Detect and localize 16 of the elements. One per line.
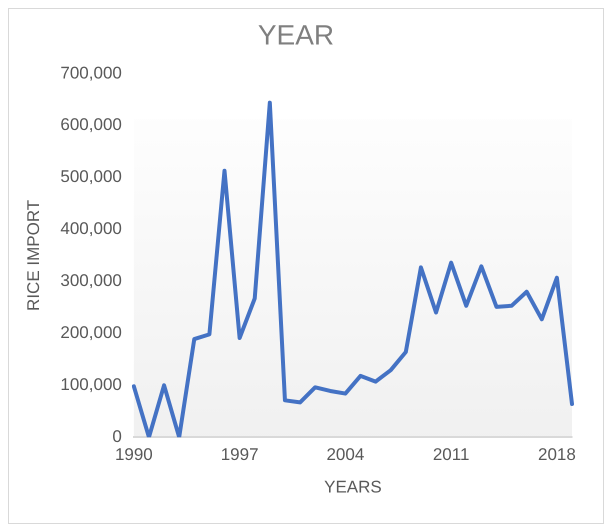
x-tick-label: 1990	[114, 445, 153, 464]
y-tick-label: 400,000	[60, 219, 122, 238]
y-tick-label: 200,000	[60, 323, 122, 342]
y-tick-label: 300,000	[60, 271, 122, 290]
x-tick-label: 2004	[326, 445, 364, 464]
x-tick-label: 2011	[432, 445, 470, 464]
chart-title: YEAR	[258, 20, 334, 51]
x-tick-label: 1997	[220, 445, 259, 464]
y-tick-label: 500,000	[60, 167, 122, 186]
x-tick-label: 2018	[538, 445, 576, 464]
y-tick-label: 0	[112, 426, 122, 446]
y-tick-label: 600,000	[60, 115, 122, 134]
x-axis-title: YEARS	[324, 477, 382, 496]
y-axis-title: RICE IMPORT	[24, 200, 43, 311]
y-tick-label: 100,000	[60, 374, 122, 394]
y-tick-label: 700,000	[60, 63, 122, 82]
